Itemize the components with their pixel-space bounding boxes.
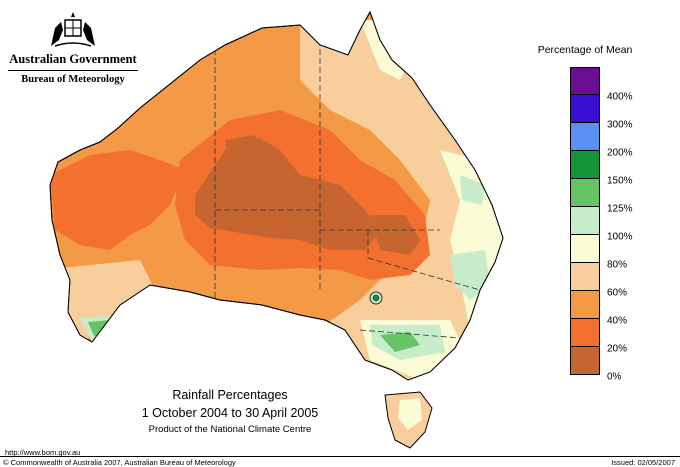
legend-color-scale [570,67,600,375]
legend-label: 80% [607,259,628,271]
legend-swatch [570,151,600,179]
map-product-credit: Product of the National Climate Centre [148,424,312,435]
band-125-150-victoria [380,332,420,352]
legend-swatch [570,291,600,319]
legend-swatch [570,123,600,151]
band-100-125-east [450,250,490,300]
tasmania-band-80-100 [398,398,422,430]
legend-swatch [570,347,600,375]
legend-label: 60% [607,287,628,299]
band-0-20-east [370,215,420,255]
government-logo: Australian Government Bureau of Meteorol… [8,10,138,85]
legend-swatch [570,67,600,95]
canberra-marker-inner [372,294,380,302]
legend-label: 400% [607,91,633,103]
band-0-20-north [225,135,262,165]
legend-swatch [570,263,600,291]
issued-date: Issued: 02/05/2007 [611,458,675,467]
legend-title: Percentage of Mean [537,44,633,56]
state-borders [214,40,481,339]
band-20-40-west [50,150,185,250]
legend-swatch [570,179,600,207]
coat-of-arms-icon [51,12,95,47]
map-date-range: 1 October 2004 to 30 April 2005 [141,406,319,420]
band-0-20-central [195,138,380,250]
legend-label: 200% [607,147,633,159]
website-link[interactable]: http://www.bom.gov.au [5,448,81,457]
legend-label: 150% [607,175,633,187]
legend-label: 300% [607,119,633,131]
legend-label: 20% [607,343,628,355]
legend-swatch [570,207,600,235]
legend-label: 40% [607,315,628,327]
coastline [49,10,504,381]
copyright-text: © Commonwealth of Australia 2007, Austra… [3,458,236,467]
legend-swatch [570,95,600,123]
band-100-125-northeast [460,175,485,205]
legend-label: 0% [607,371,622,383]
legend-swatch [570,319,600,347]
map-title: Rainfall Percentages [172,388,288,402]
footer-divider [0,456,680,457]
logo-divider [8,70,138,71]
legend-label: 125% [607,203,633,215]
legend-label: 100% [607,231,633,243]
legend-swatch [570,235,600,263]
government-name: Australian Government [9,52,137,66]
bureau-name: Bureau of Meteorology [21,74,125,85]
